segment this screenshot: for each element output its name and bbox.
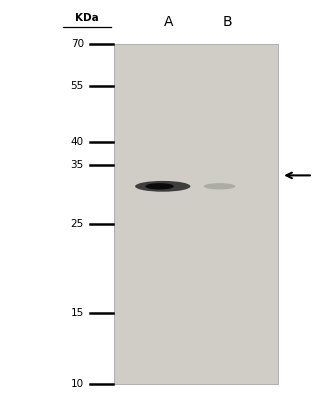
Bar: [114, 44, 278, 384]
Ellipse shape: [204, 183, 235, 190]
Text: B: B: [223, 15, 232, 29]
Text: 10: 10: [70, 379, 84, 389]
Text: 40: 40: [70, 137, 84, 147]
Text: A: A: [164, 15, 174, 29]
Ellipse shape: [145, 183, 174, 190]
Text: 15: 15: [70, 308, 84, 318]
Ellipse shape: [135, 181, 190, 192]
Text: KDa: KDa: [75, 13, 99, 23]
Text: 55: 55: [70, 81, 84, 91]
Text: 70: 70: [70, 39, 84, 49]
Text: 25: 25: [70, 219, 84, 229]
Text: 35: 35: [70, 160, 84, 170]
